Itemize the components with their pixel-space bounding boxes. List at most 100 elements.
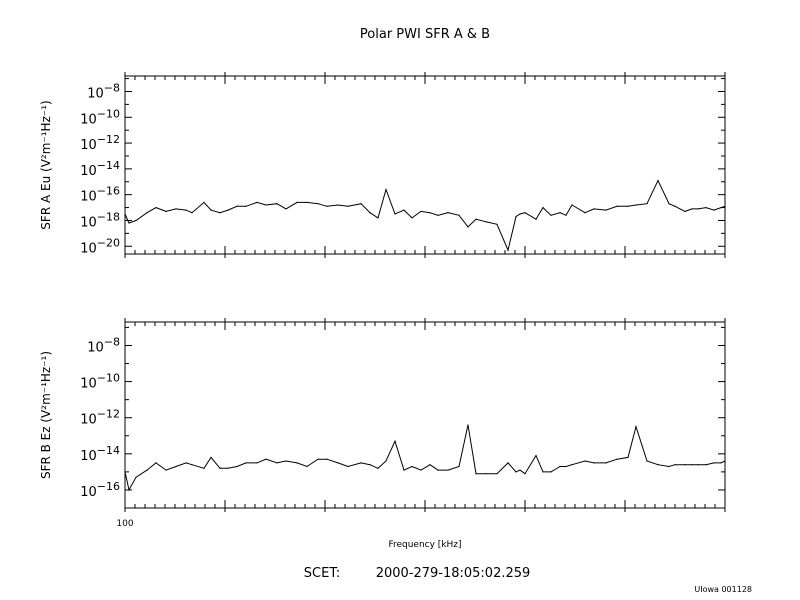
data-point-sfr-b — [697, 464, 699, 466]
data-point-sfr-a — [175, 208, 177, 210]
data-point-sfr-b — [146, 469, 148, 471]
data-point-sfr-a — [684, 210, 686, 213]
data-point-sfr-b — [420, 469, 422, 471]
series-line-sfr-b — [124, 424, 726, 492]
data-point-sfr-a — [646, 203, 648, 205]
data-point-sfr-a — [475, 218, 477, 220]
data-point-sfr-a — [165, 210, 167, 213]
data-point-sfr-a — [135, 219, 137, 222]
data-point-sfr-a — [458, 214, 460, 216]
y-tick-label: 10−8 — [87, 335, 120, 355]
data-point-sfr-a — [635, 204, 637, 206]
data-point-sfr-b — [306, 465, 308, 468]
data-point-sfr-a — [524, 212, 526, 214]
data-point-sfr-b — [713, 462, 715, 464]
y-tick-label: 10−14 — [80, 159, 120, 179]
data-point-sfr-b — [571, 464, 573, 466]
data-point-sfr-a — [411, 217, 413, 219]
data-point-sfr-b — [635, 426, 637, 428]
data-point-sfr-a — [616, 205, 618, 207]
data-point-sfr-b — [135, 476, 137, 478]
chart-title: Polar PWI SFR A & B — [360, 27, 490, 42]
data-point-sfr-b — [219, 467, 221, 469]
data-point-sfr-a — [429, 212, 431, 214]
data-point-sfr-b — [394, 440, 396, 442]
data-point-sfr-b — [691, 464, 693, 466]
data-point-sfr-a — [347, 205, 349, 207]
data-point-sfr-a — [155, 206, 157, 209]
data-point-sfr-b — [657, 464, 659, 466]
data-point-sfr-a — [124, 213, 126, 215]
y-tick-label: 10−16 — [80, 480, 120, 500]
data-point-sfr-a — [697, 208, 699, 210]
data-point-sfr-a — [219, 212, 221, 214]
data-point-sfr-b — [175, 465, 177, 468]
data-point-sfr-a — [296, 201, 298, 204]
data-point-sfr-a — [674, 205, 676, 207]
data-point-sfr-b — [627, 456, 629, 459]
data-point-sfr-b — [467, 424, 469, 426]
data-point-sfr-b — [360, 462, 362, 464]
data-point-sfr-b — [542, 471, 544, 473]
data-point-sfr-a — [337, 204, 339, 206]
data-point-sfr-a — [519, 213, 521, 215]
data-point-sfr-b — [565, 465, 567, 468]
data-point-sfr-a — [724, 205, 726, 207]
data-point-sfr-a — [447, 212, 449, 214]
data-point-sfr-b — [720, 462, 722, 464]
data-point-sfr-b — [724, 460, 726, 462]
y-tick-label: 10−20 — [80, 236, 120, 256]
data-point-sfr-b — [155, 462, 157, 464]
data-point-sfr-b — [515, 471, 517, 473]
data-point-sfr-a — [377, 217, 379, 219]
data-point-sfr-b — [296, 462, 298, 464]
panel-sfr-b: 10−8 10−10 10−12 10−14 10−16 100 SFR B Ez (V²… — [39, 318, 726, 529]
data-point-sfr-b — [605, 462, 607, 464]
data-point-sfr-b — [256, 462, 258, 464]
data-point-sfr-a — [571, 204, 573, 206]
data-point-sfr-b — [337, 462, 339, 464]
data-point-sfr-b — [411, 465, 413, 468]
data-point-sfr-b — [227, 467, 229, 469]
data-point-sfr-a — [593, 208, 595, 210]
data-point-sfr-b — [285, 460, 287, 462]
data-point-sfr-a — [565, 214, 567, 216]
data-point-sfr-b — [535, 455, 537, 457]
data-point-sfr-b — [124, 471, 126, 473]
scet-value: 2000-279-18:05:02.259 — [376, 566, 531, 581]
data-point-sfr-b — [684, 464, 686, 466]
data-point-sfr-b — [646, 460, 648, 462]
data-point-sfr-a — [691, 208, 693, 210]
data-point-sfr-a — [227, 209, 229, 211]
y-axis-label-sfr-a: SFR A Eu (V²m⁻¹Hz⁻¹) — [39, 100, 53, 229]
data-point-sfr-b — [128, 489, 130, 491]
data-point-sfr-a — [128, 222, 130, 224]
data-point-sfr-b — [191, 464, 193, 466]
y-tick-label: 10−12 — [80, 408, 120, 428]
data-point-sfr-a — [403, 209, 405, 211]
data-point-sfr-b — [385, 460, 387, 462]
data-point-sfr-b — [165, 469, 167, 471]
data-point-sfr-b — [447, 469, 449, 471]
data-point-sfr-a — [256, 201, 258, 204]
data-point-sfr-b — [203, 467, 205, 469]
y-tick-label: 10−16 — [80, 185, 120, 205]
data-point-sfr-a — [265, 204, 267, 206]
data-point-sfr-a — [146, 212, 148, 214]
data-point-sfr-a — [705, 206, 707, 209]
data-point-sfr-a — [317, 203, 319, 205]
data-point-sfr-a — [713, 209, 715, 211]
data-point-sfr-b — [245, 462, 247, 464]
panel-sfr-a: 10−8 10−10 10−12 10−14 10−16 10−18 10−20 SFR A… — [39, 72, 726, 258]
data-point-sfr-a — [306, 201, 308, 204]
data-point-sfr-b — [265, 458, 267, 460]
data-point-sfr-b — [559, 465, 561, 468]
data-point-sfr-a — [420, 210, 422, 213]
data-point-sfr-a — [285, 208, 287, 210]
data-point-sfr-b — [550, 471, 552, 473]
data-point-sfr-b — [317, 458, 319, 460]
scet-label: SCET: — [304, 566, 340, 581]
ticks-sfr-b: 10−8 10−10 10−12 10−14 10−16 100 — [80, 318, 726, 529]
data-point-sfr-a — [627, 205, 629, 207]
